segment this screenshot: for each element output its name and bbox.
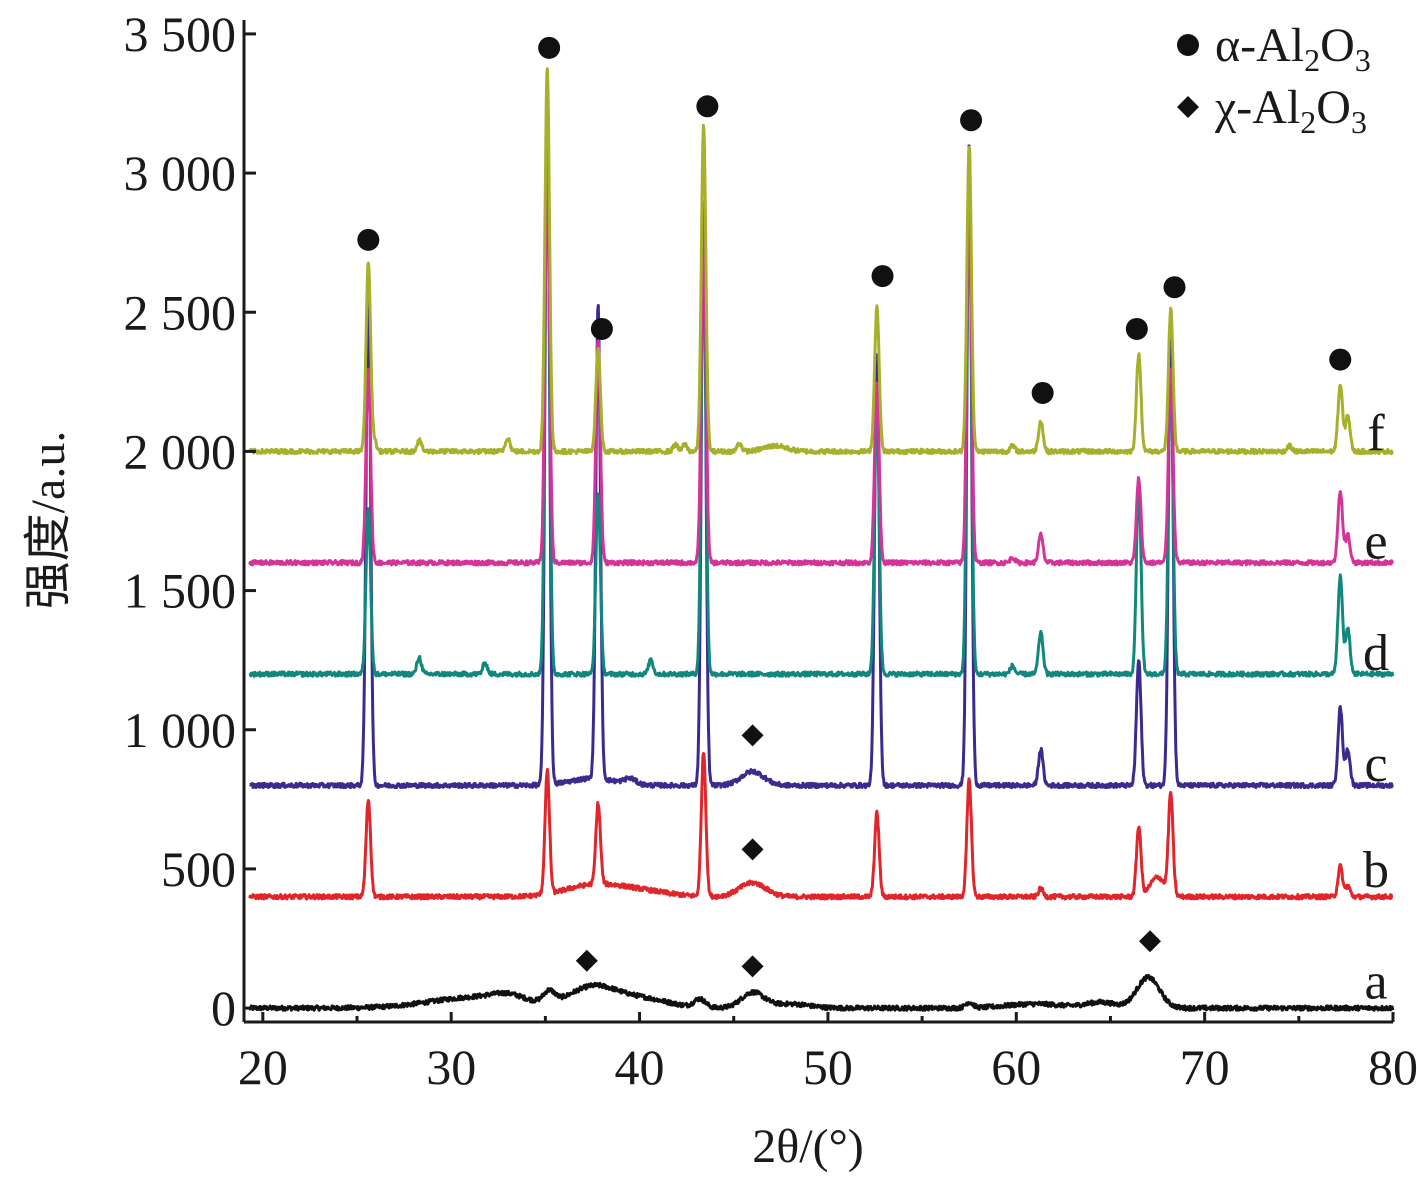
- trace-d: [248, 119, 1395, 678]
- y-axis-ticks: 0 500 1 000 1 500 2 000 2 500 3 000 3 500: [124, 6, 256, 1036]
- x-tick-label: 60: [991, 1039, 1041, 1095]
- plot-area: 20 30 40 50 60 70 80 0 500 1 000 1 500 2 000 2 500 3…: [124, 6, 1417, 1095]
- chi-alumina-marker: [1139, 930, 1162, 953]
- alpha-alumina-marker: [696, 95, 719, 118]
- phase-markers: [357, 36, 1352, 978]
- alpha-alumina-marker: [1031, 381, 1054, 404]
- alpha-alumina-marker: [871, 265, 894, 288]
- chi-alumina-marker: [741, 838, 764, 861]
- x-tick-label: 80: [1368, 1039, 1417, 1095]
- alpha-alumina-marker: [357, 228, 380, 251]
- trace-f: [248, 67, 1394, 456]
- y-tick-label: 1 000: [124, 702, 237, 758]
- y-tick-label: 500: [161, 841, 236, 897]
- x-tick-label: 70: [1180, 1039, 1230, 1095]
- y-tick-label: 0: [211, 980, 236, 1036]
- diffraction-traces: [248, 67, 1395, 1012]
- curve-label-e: e: [1365, 513, 1388, 570]
- trace-c: [248, 101, 1394, 790]
- x-axis-ticks: 20 30 40 50 60 70 80: [238, 1012, 1417, 1095]
- alpha-alumina-marker: [538, 36, 561, 59]
- y-tick-label: 3 500: [124, 6, 237, 62]
- trace-e: [248, 145, 1395, 567]
- legend-label: χ-Al2O3: [1214, 81, 1367, 140]
- y-tick-label: 2 000: [124, 423, 237, 479]
- alpha-alumina-marker: [1329, 348, 1352, 371]
- x-tick-label: 40: [615, 1039, 665, 1095]
- x-tick-label: 20: [238, 1039, 288, 1095]
- alpha-alumina-marker: [960, 109, 983, 132]
- trace-a: [248, 974, 1395, 1012]
- alpha-alumina-marker: [590, 317, 613, 340]
- chi-alumina-marker: [741, 724, 764, 747]
- curve-label-b: b: [1363, 842, 1389, 899]
- legend-diamond-icon: [1177, 96, 1199, 118]
- x-axis-title: 2θ/(°): [752, 1120, 864, 1173]
- y-tick-label: 2 500: [124, 284, 237, 340]
- x-tick-label: 50: [803, 1039, 853, 1095]
- chi-alumina-marker: [575, 949, 598, 972]
- curve-label-f: f: [1367, 405, 1385, 462]
- alpha-alumina-marker: [1163, 276, 1186, 299]
- trace-b: [248, 752, 1394, 901]
- curve-label-a: a: [1365, 953, 1388, 1010]
- y-tick-label: 3 000: [124, 145, 237, 201]
- legend-label: α-Al2O3: [1215, 19, 1371, 78]
- x-tick-label: 30: [426, 1039, 476, 1095]
- curve-label-d: d: [1363, 625, 1389, 682]
- curve-label-c: c: [1365, 736, 1388, 793]
- y-axis-title: 强度/a.u.: [22, 431, 75, 610]
- legend-circle-icon: [1177, 34, 1199, 56]
- y-tick-label: 1 500: [124, 563, 237, 619]
- alpha-alumina-marker: [1125, 317, 1148, 340]
- chi-alumina-marker: [741, 955, 764, 978]
